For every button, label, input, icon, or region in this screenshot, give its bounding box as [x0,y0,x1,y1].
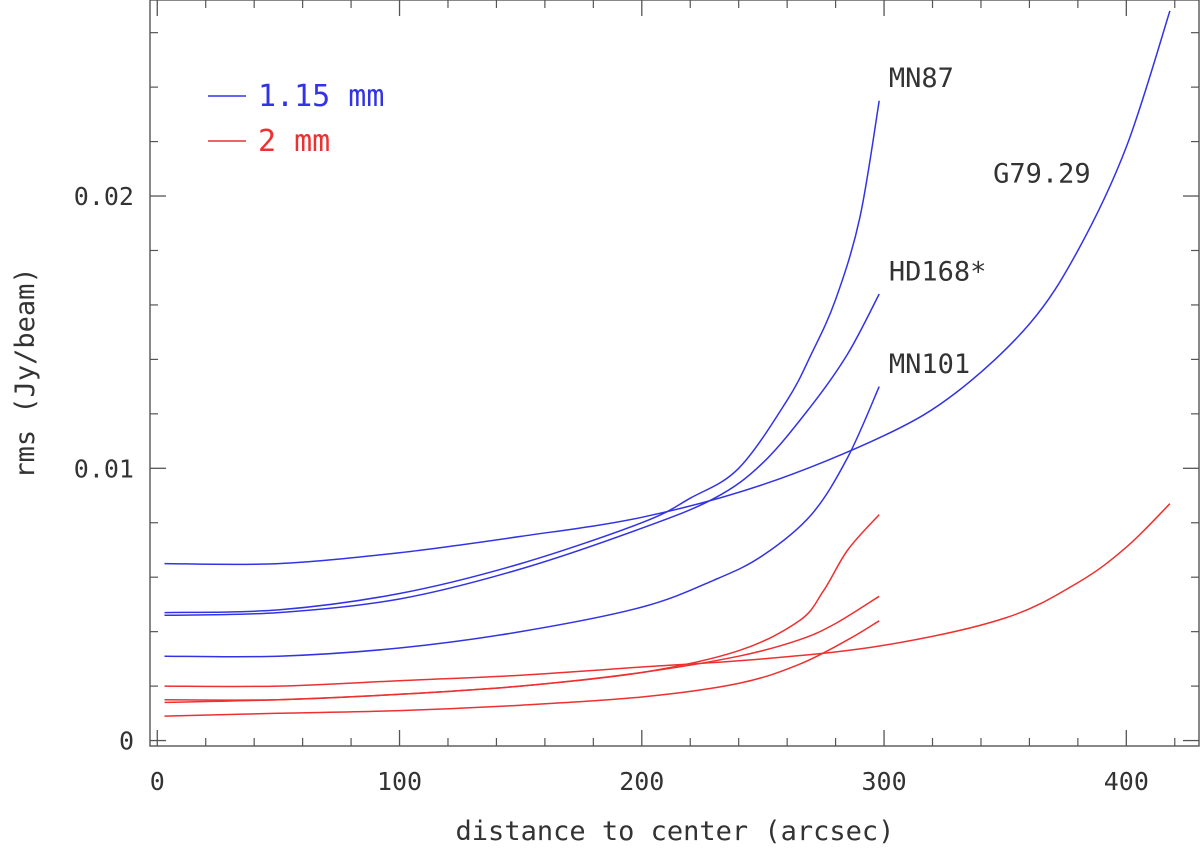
y-axis-label: rms (Jy/beam) [10,267,41,478]
series-line-1 [164,293,880,617]
annotations: MN87 HD168* MN101 G79.29 [889,63,1091,380]
x-tick-label: 400 [1104,767,1149,796]
y-tick-label: 0.02 [74,182,134,211]
annotation-3: G79.29 [993,158,1091,189]
minor-ticks [150,0,1199,746]
x-tick-label: 300 [861,767,906,796]
series-line-3 [164,10,1171,566]
x-tick-label: 0 [150,767,165,796]
tick-labels: 0 100 200 300 400 0 0.01 0.02 [74,182,1149,796]
annotation-1: HD168* [889,256,987,287]
plot-frame [149,0,1200,747]
y-tick-label: 0.01 [74,454,134,483]
annotation-2: MN101 [889,349,970,380]
series-line-5 [164,595,880,704]
x-tick-label: 100 [377,767,422,796]
x-tick-label: 200 [619,767,664,796]
series-line-0 [164,100,880,614]
x-axis-label: distance to center (arcsec) [456,816,895,847]
major-ticks [150,0,1199,746]
series-line-6 [164,620,880,717]
series-line-7 [164,503,1171,688]
legend-label-1-15mm: 1.15 mm [258,79,384,114]
y-tick-label: 0 [119,727,134,756]
annotation-0: MN87 [889,63,954,94]
series-lines [164,10,1171,717]
legend: 1.15 mm 2 mm [208,79,384,159]
series-line-2 [164,386,880,658]
legend-label-2mm: 2 mm [258,124,330,159]
series-line-4 [164,514,880,701]
